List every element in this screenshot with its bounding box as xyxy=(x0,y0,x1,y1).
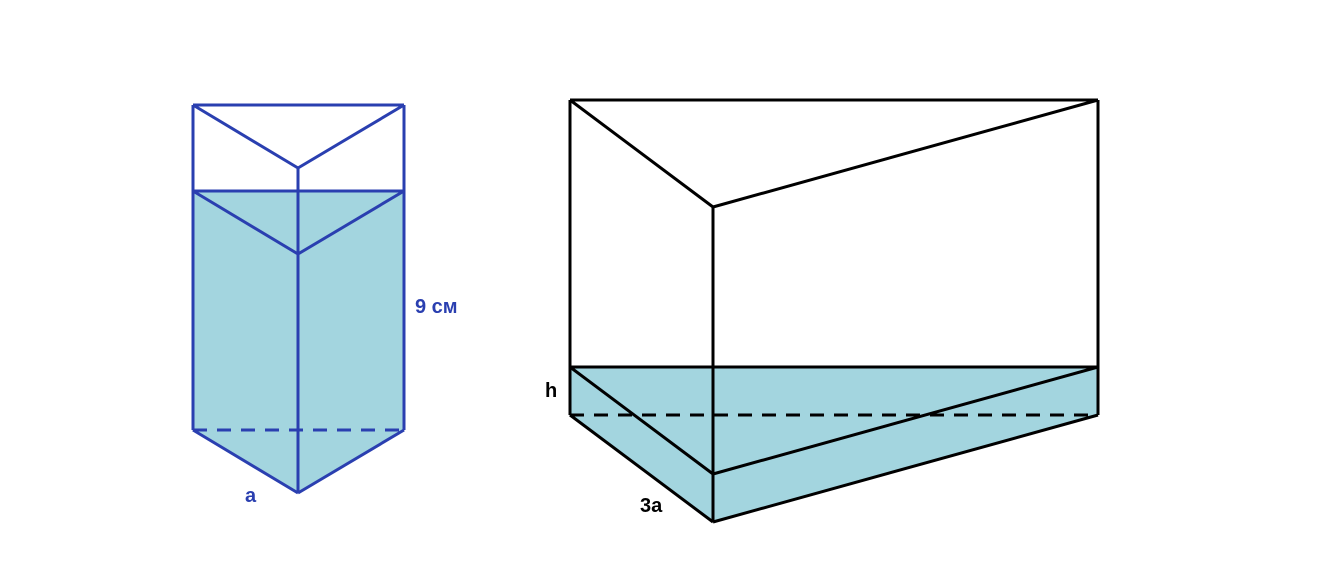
right-base-label: 3a xyxy=(640,495,662,518)
right-height-label: h xyxy=(545,380,557,403)
left-base-label: a xyxy=(245,485,256,508)
left-height-label: 9 см xyxy=(415,296,458,319)
diagram-canvas xyxy=(0,0,1339,588)
